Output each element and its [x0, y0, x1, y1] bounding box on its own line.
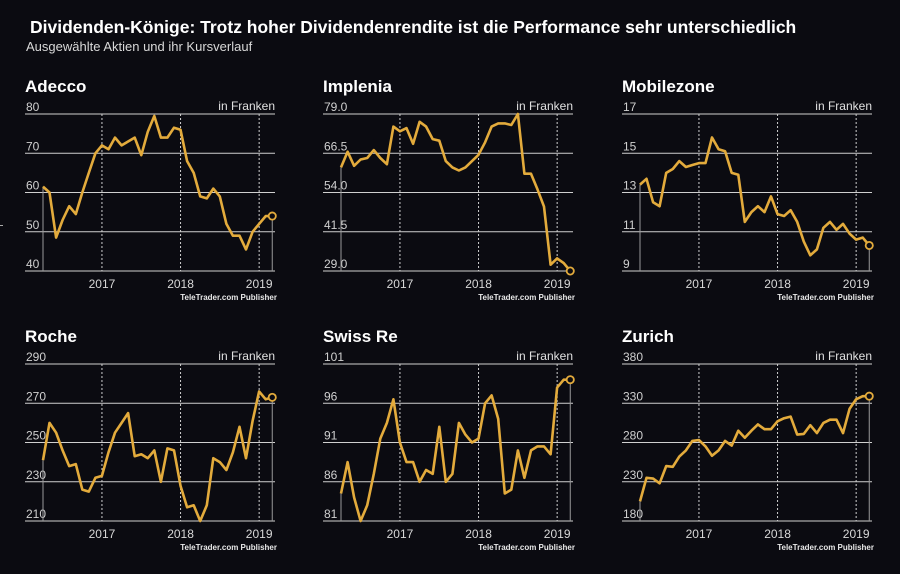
y-tick-label: 210	[26, 507, 46, 521]
chart-title: Adecco	[25, 77, 86, 96]
source-label: TeleTrader.com Publisher	[777, 543, 874, 552]
price-line	[41, 390, 273, 523]
x-tick-label: 2019	[246, 527, 273, 541]
y-tick-label: 180	[623, 507, 643, 521]
unit-label: in Franken	[815, 99, 872, 113]
x-tick-label: 2017	[686, 277, 713, 291]
chart-panel-zurich: Zurich 380 330 280 230 180 in Franken 2017 2018 2…	[622, 327, 874, 552]
y-tick-label: 80	[26, 100, 40, 114]
y-tick-label: 230	[623, 468, 643, 482]
y-tick-label: 60	[26, 179, 40, 193]
x-tick-label: 2019	[246, 277, 273, 291]
y-tick-label: 270	[26, 389, 46, 403]
y-tick-label: 230	[26, 468, 46, 482]
y-tick-label: 280	[623, 429, 643, 443]
y-tick-label: 17	[623, 100, 637, 114]
x-tick-label: 2018	[465, 277, 492, 291]
y-tick-label: 13	[623, 179, 637, 193]
y-tick-label: 96	[324, 389, 338, 403]
source-label: TeleTrader.com Publisher	[180, 293, 277, 302]
y-tick-label: 40	[26, 257, 40, 271]
chart-title: Implenia	[323, 77, 393, 96]
chart-title: Mobilezone	[622, 77, 715, 96]
y-tick-label: 70	[26, 139, 40, 153]
y-tick-label: 50	[26, 218, 40, 232]
unit-label: in Franken	[516, 349, 573, 363]
chart-panel-mobilezone: Mobilezone 17 15 13 11 9 in Franken 2017 2018 201…	[622, 77, 874, 302]
x-tick-label: 2017	[89, 527, 116, 541]
x-tick-label: 2019	[843, 527, 870, 541]
chart-panel-swiss-re: Swiss Re 101 96 91 86 81 in Franken 2017 2018 201…	[323, 327, 575, 552]
source-label: TeleTrader.com Publisher	[180, 543, 277, 552]
x-tick-label: 2017	[387, 527, 414, 541]
y-tick-label: 66.5	[324, 139, 348, 153]
chart-title: Swiss Re	[323, 327, 398, 346]
price-line	[638, 394, 870, 502]
last-value-marker	[864, 391, 874, 401]
price-line	[639, 136, 871, 257]
x-tick-label: 2018	[764, 277, 791, 291]
y-tick-label: 290	[26, 350, 46, 364]
price-line	[339, 378, 571, 523]
x-tick-label: 2017	[686, 527, 713, 541]
x-tick-label: 2018	[167, 527, 194, 541]
x-tick-label: 2018	[167, 277, 194, 291]
chart-title: Roche	[25, 327, 77, 346]
y-tick-label: 330	[623, 389, 643, 403]
y-tick-label: 101	[324, 350, 344, 364]
unit-label: in Franken	[218, 349, 275, 363]
y-tick-label: 79.0	[324, 100, 348, 114]
y-tick-label: 250	[26, 429, 46, 443]
y-tick-label: 9	[623, 257, 630, 271]
chart-panel-adecco: Adecco 80 70 60 50 40 in Franken 2017 2018 2019 Te…	[25, 77, 277, 302]
unit-label: in Franken	[218, 99, 275, 113]
last-value-marker	[864, 240, 874, 250]
x-tick-label: 2019	[544, 277, 571, 291]
last-value-marker	[267, 392, 277, 402]
last-value-marker	[267, 211, 277, 221]
unit-label: in Franken	[516, 99, 573, 113]
unit-label: in Franken	[815, 349, 872, 363]
y-tick-label: 15	[623, 139, 637, 153]
y-tick-label: 91	[324, 429, 338, 443]
last-value-marker	[565, 266, 575, 276]
source-label: TeleTrader.com Publisher	[478, 293, 575, 302]
page-subtitle: Ausgewählte Aktien und ihr Kursverlauf	[26, 39, 253, 54]
chart-panel-roche: Roche 290 270 250 230 210 in Franken 2017 2018 20…	[25, 327, 277, 552]
chart-panel-implenia: Implenia 79.0 66.5 54.0 41.5 29.0 in Franken 20…	[323, 77, 575, 302]
x-tick-label: 2019	[843, 277, 870, 291]
y-tick-label: 11	[623, 218, 636, 232]
x-tick-label: 2019	[544, 527, 571, 541]
chart-title: Zurich	[622, 327, 674, 346]
source-label: TeleTrader.com Publisher	[478, 543, 575, 552]
y-tick-label: 41.5	[324, 218, 348, 232]
x-tick-label: 2017	[387, 277, 414, 291]
y-tick-label: 86	[324, 468, 338, 482]
edge-mark	[0, 225, 3, 226]
price-line	[42, 114, 273, 251]
x-tick-label: 2017	[89, 277, 116, 291]
x-tick-label: 2018	[764, 527, 791, 541]
y-tick-label: 54.0	[324, 179, 348, 193]
x-tick-label: 2018	[465, 527, 492, 541]
y-tick-label: 380	[623, 350, 643, 364]
page-title: Dividenden-Könige: Trotz hoher Dividende…	[30, 17, 797, 37]
price-line	[339, 112, 572, 272]
y-tick-label: 29.0	[324, 257, 348, 271]
source-label: TeleTrader.com Publisher	[777, 293, 874, 302]
y-tick-label: 81	[324, 507, 338, 521]
last-value-marker	[565, 375, 575, 385]
